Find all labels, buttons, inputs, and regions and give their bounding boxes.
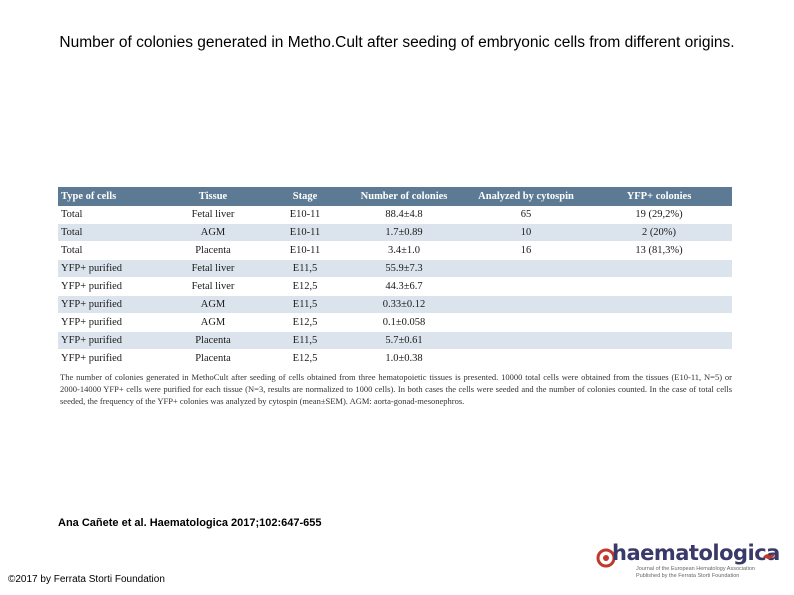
table-cell: E10-11: [268, 241, 342, 260]
slide-title: Number of colonies generated in Metho.Cu…: [59, 34, 735, 51]
table-cell: E11,5: [268, 331, 342, 350]
logo-mark-icon: [596, 548, 616, 568]
table-cell: 55.9±7.3: [342, 259, 466, 278]
table-row: YFP+ purified AGM E12,5 0.1±0.058: [58, 313, 732, 332]
table-cell: YFP+ purified: [58, 331, 158, 350]
table-cell: [586, 277, 732, 296]
table-cell: 13 (81,3%): [586, 241, 732, 260]
table-cell: [466, 259, 586, 278]
table-cell: Fetal liver: [158, 277, 268, 296]
table-cell: Placenta: [158, 241, 268, 260]
citation: Ana Cañete et al. Haematologica 2017;102…: [58, 517, 322, 529]
table-caption: The number of colonies generated in Meth…: [60, 372, 732, 406]
table-cell: AGM: [158, 295, 268, 314]
logo-subtitle-line: Journal of the European Hematology Assoc…: [636, 566, 755, 572]
table-cell: Total: [58, 241, 158, 260]
column-header: YFP+ colonies: [586, 187, 732, 206]
table-row: YFP+ purified Fetal liver E11,5 55.9±7.3: [58, 259, 732, 278]
table-cell: E11,5: [268, 295, 342, 314]
logo-wordmark: haematologica: [612, 541, 780, 565]
table-cell: 1.7±0.89: [342, 223, 466, 242]
haematologica-logo: haematologica Journal of the European He…: [596, 541, 786, 579]
colonies-table: Type of cells Tissue Stage Number of col…: [58, 187, 732, 368]
table-cell: [466, 277, 586, 296]
column-header: Tissue: [158, 187, 268, 206]
data-table-container: Type of cells Tissue Stage Number of col…: [58, 187, 732, 368]
table-header-row: Type of cells Tissue Stage Number of col…: [58, 187, 732, 206]
table-cell: YFP+ purified: [58, 277, 158, 296]
table-row: YFP+ purified AGM E11,5 0.33±0.12: [58, 295, 732, 314]
table-cell: Fetal liver: [158, 206, 268, 224]
logo-subtitle-line: Published by the Ferrata Storti Foundati…: [636, 572, 740, 579]
table-cell: 10: [466, 223, 586, 242]
column-header: Analyzed by cytospin: [466, 187, 586, 206]
table-cell: AGM: [158, 313, 268, 332]
table-cell: Fetal liver: [158, 259, 268, 278]
table-cell: 0.1±0.058: [342, 313, 466, 332]
table-cell: E10-11: [268, 223, 342, 242]
table-row: Total AGM E10-11 1.7±0.89 10 2 (20%): [58, 223, 732, 242]
table-cell: 3.4±1.0: [342, 241, 466, 260]
column-header: Stage: [268, 187, 342, 206]
table-cell: [466, 313, 586, 332]
table-cell: [586, 295, 732, 314]
table-cell: 2 (20%): [586, 223, 732, 242]
table-cell: 0.33±0.12: [342, 295, 466, 314]
table-cell: [466, 331, 586, 350]
table-cell: Placenta: [158, 331, 268, 350]
logo-subtitle: Journal of the European Hematology Assoc…: [636, 566, 755, 579]
copyright-notice: ©2017 by Ferrata Storti Foundation: [8, 574, 165, 585]
table-cell: YFP+ purified: [58, 313, 158, 332]
table-cell: [466, 295, 586, 314]
column-header: Type of cells: [58, 187, 158, 206]
table-cell: AGM: [158, 223, 268, 242]
table-cell: 16: [466, 241, 586, 260]
table-cell: [586, 259, 732, 278]
table-cell: Total: [58, 223, 158, 242]
table-cell: E12,5: [268, 313, 342, 332]
table-cell: E11,5: [268, 259, 342, 278]
table-cell: 88.4±4.8: [342, 206, 466, 224]
column-header: Number of colonies: [342, 187, 466, 206]
table-cell: YFP+ purified: [58, 349, 158, 368]
table-cell: [586, 313, 732, 332]
table-cell: 1.0±0.38: [342, 349, 466, 368]
table-row: YFP+ purified Placenta E12,5 1.0±0.38: [58, 349, 732, 368]
table-cell: [466, 349, 586, 368]
table-row: Total Placenta E10-11 3.4±1.0 16 13 (81,3%): [58, 241, 732, 260]
table-cell: 19 (29,2%): [586, 206, 732, 224]
table-cell: Total: [58, 206, 158, 224]
table-cell: YFP+ purified: [58, 259, 158, 278]
table-cell: E12,5: [268, 277, 342, 296]
table-row: Total Fetal liver E10-11 88.4±4.8 65 19 (29,2…: [58, 206, 732, 224]
table-body: Total Fetal liver E10-11 88.4±4.8 65 19 (29,2…: [58, 206, 732, 368]
table-cell: [586, 331, 732, 350]
table-cell: 65: [466, 206, 586, 224]
table-cell: E10-11: [268, 206, 342, 224]
table-cell: 5.7±0.61: [342, 331, 466, 350]
table-cell: 44.3±6.7: [342, 277, 466, 296]
table-cell: E12,5: [268, 349, 342, 368]
table-cell: [586, 349, 732, 368]
table-row: YFP+ purified Fetal liver E12,5 44.3±6.7: [58, 277, 732, 296]
logo-bird-icon: [763, 554, 775, 559]
table-cell: Placenta: [158, 349, 268, 368]
table-row: YFP+ purified Placenta E11,5 5.7±0.61: [58, 331, 732, 350]
table-cell: YFP+ purified: [58, 295, 158, 314]
